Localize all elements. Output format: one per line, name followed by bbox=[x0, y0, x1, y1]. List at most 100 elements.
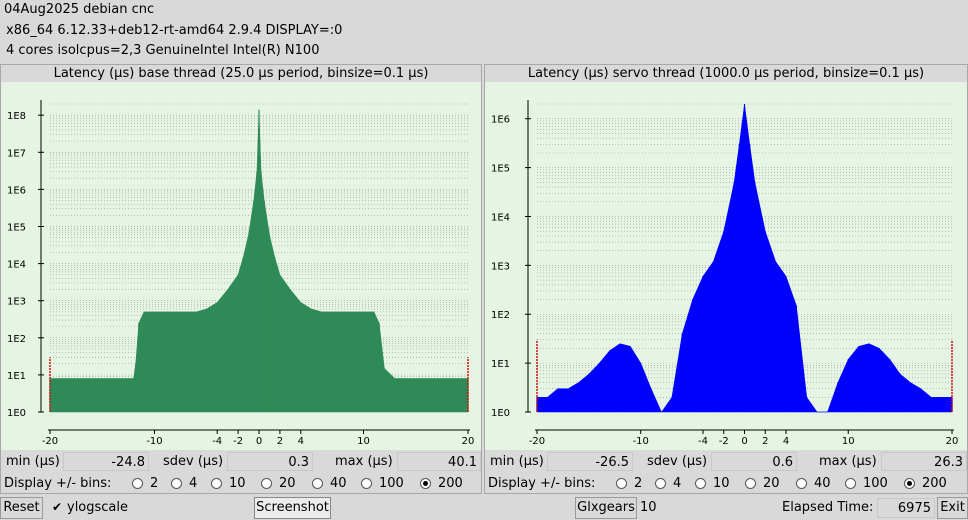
ylogscale-checkbox[interactable]: ✔ bbox=[52, 500, 63, 514]
x-tick-label: 20 bbox=[946, 436, 959, 447]
radio-indicator bbox=[616, 478, 627, 489]
bins-radio-label: 10 bbox=[713, 476, 730, 491]
x-tick-label: 4 bbox=[783, 436, 789, 447]
radio-indicator bbox=[312, 478, 323, 489]
min-label: min (μs) bbox=[490, 454, 544, 469]
bins-radio-20[interactable]: 20 bbox=[261, 476, 296, 491]
y-tick-label: 1E2 bbox=[491, 310, 510, 321]
y-tick-label: 1E6 bbox=[491, 115, 510, 126]
x-tick-label: 0 bbox=[256, 436, 262, 447]
min-label: min (μs) bbox=[6, 454, 60, 469]
elapsed-time-value: 6975 bbox=[877, 498, 935, 518]
sdev-value: 0.6 bbox=[711, 452, 797, 471]
exit-button[interactable]: Exit bbox=[937, 497, 968, 519]
radio-indicator bbox=[655, 478, 666, 489]
elapsed-time-label: Elapsed Time: bbox=[782, 500, 874, 515]
y-tick-label: 1E7 bbox=[7, 148, 26, 159]
bins-label: Display +/- bins: bbox=[4, 476, 112, 491]
radio-indicator bbox=[420, 478, 431, 489]
sdev-label: sdev (μs) bbox=[647, 454, 708, 469]
x-tick-label: 2 bbox=[762, 436, 768, 447]
bins-radio-label: 100 bbox=[863, 476, 888, 491]
bins-radio-label: 200 bbox=[438, 476, 463, 491]
servo-thread-stats: min (μs) -26.5 sdev (μs) 0.6 max (μs) 26… bbox=[485, 451, 967, 473]
y-tick-label: 1E4 bbox=[7, 260, 26, 271]
bins-radio-label: 10 bbox=[229, 476, 246, 491]
radio-indicator bbox=[261, 478, 272, 489]
bins-radio-label: 4 bbox=[673, 476, 682, 491]
bins-radio-100[interactable]: 100 bbox=[361, 476, 404, 491]
radio-indicator bbox=[211, 478, 222, 489]
bins-radio-20[interactable]: 20 bbox=[745, 476, 780, 491]
x-tick-label: -20 bbox=[42, 436, 58, 447]
min-value: -26.5 bbox=[547, 452, 633, 471]
max-value: 40.1 bbox=[397, 452, 481, 471]
max-label: max (μs) bbox=[335, 454, 393, 469]
x-tick-label: -2 bbox=[719, 436, 729, 447]
radio-indicator bbox=[845, 478, 856, 489]
radio-indicator bbox=[904, 478, 915, 489]
y-tick-label: 1E6 bbox=[7, 185, 26, 196]
y-tick-label: 1E0 bbox=[491, 408, 510, 419]
base-thread-panel: Latency (μs) base thread (25.0 μs period… bbox=[0, 64, 482, 494]
glxgears-button[interactable]: Glxgears bbox=[575, 497, 637, 519]
reset-button[interactable]: Reset bbox=[0, 497, 43, 519]
radio-indicator bbox=[171, 478, 182, 489]
bins-radio-label: 40 bbox=[330, 476, 347, 491]
bins-radio-4[interactable]: 4 bbox=[655, 476, 681, 491]
servo-thread-title: Latency (μs) servo thread (1000.0 μs per… bbox=[527, 66, 925, 81]
bins-radio-label: 40 bbox=[814, 476, 831, 491]
glxgears-count: 10 bbox=[640, 500, 657, 515]
bins-radio-2[interactable]: 2 bbox=[132, 476, 158, 491]
radio-indicator bbox=[695, 478, 706, 489]
max-label: max (μs) bbox=[819, 454, 877, 469]
x-tick-label: -4 bbox=[698, 436, 708, 447]
y-tick-label: 1E3 bbox=[7, 297, 26, 308]
y-tick-label: 1E2 bbox=[7, 334, 26, 345]
y-tick-label: 1E4 bbox=[491, 212, 510, 223]
bins-radio-200[interactable]: 200 bbox=[420, 476, 463, 491]
bins-radio-40[interactable]: 40 bbox=[796, 476, 831, 491]
bins-radio-10[interactable]: 10 bbox=[695, 476, 730, 491]
y-tick-label: 1E5 bbox=[7, 222, 26, 233]
x-tick-label: -2 bbox=[233, 436, 243, 447]
bins-radio-100[interactable]: 100 bbox=[845, 476, 888, 491]
radio-indicator bbox=[745, 478, 756, 489]
bins-radio-label: 4 bbox=[189, 476, 198, 491]
x-tick-label: 10 bbox=[357, 436, 370, 447]
x-tick-label: 20 bbox=[462, 436, 475, 447]
radio-indicator bbox=[132, 478, 143, 489]
radio-indicator bbox=[796, 478, 807, 489]
x-tick-label: 0 bbox=[741, 436, 747, 447]
bins-radio-40[interactable]: 40 bbox=[312, 476, 347, 491]
bins-radio-label: 100 bbox=[379, 476, 404, 491]
host-date-label: 04Aug2025 debian cnc bbox=[4, 2, 155, 17]
y-tick-label: 1E1 bbox=[7, 371, 26, 382]
x-tick-label: -10 bbox=[146, 436, 162, 447]
x-tick-label: -20 bbox=[529, 436, 545, 447]
bins-radio-label: 2 bbox=[634, 476, 643, 491]
y-tick-label: 1E8 bbox=[7, 111, 26, 122]
sdev-value: 0.3 bbox=[227, 452, 313, 471]
bins-radio-200[interactable]: 200 bbox=[904, 476, 947, 491]
bins-radio-4[interactable]: 4 bbox=[171, 476, 197, 491]
bins-radio-label: 20 bbox=[279, 476, 296, 491]
base-bins-selector: Display +/- bins: 2 4 10 20 40 100 200 bbox=[1, 474, 481, 494]
x-tick-label: 4 bbox=[298, 436, 304, 447]
kernel-info-label: x86_64 6.12.33+deb12-rt-amd64 2.9.4 DISP… bbox=[6, 23, 343, 38]
servo-bins-selector: Display +/- bins: 2 4 10 20 40 100 200 bbox=[485, 474, 967, 494]
bins-radio-2[interactable]: 2 bbox=[616, 476, 642, 491]
sdev-label: sdev (μs) bbox=[163, 454, 224, 469]
x-tick-label: 2 bbox=[277, 436, 283, 447]
min-value: -24.8 bbox=[63, 452, 149, 471]
ylogscale-label: ylogscale bbox=[67, 500, 129, 515]
y-tick-label: 1E0 bbox=[7, 408, 26, 419]
y-tick-label: 1E1 bbox=[491, 359, 510, 370]
radio-indicator bbox=[361, 478, 372, 489]
y-tick-label: 1E3 bbox=[491, 261, 510, 272]
bins-radio-10[interactable]: 10 bbox=[211, 476, 246, 491]
max-value: 26.3 bbox=[881, 452, 967, 471]
screenshot-button[interactable]: Screenshot bbox=[254, 497, 331, 519]
